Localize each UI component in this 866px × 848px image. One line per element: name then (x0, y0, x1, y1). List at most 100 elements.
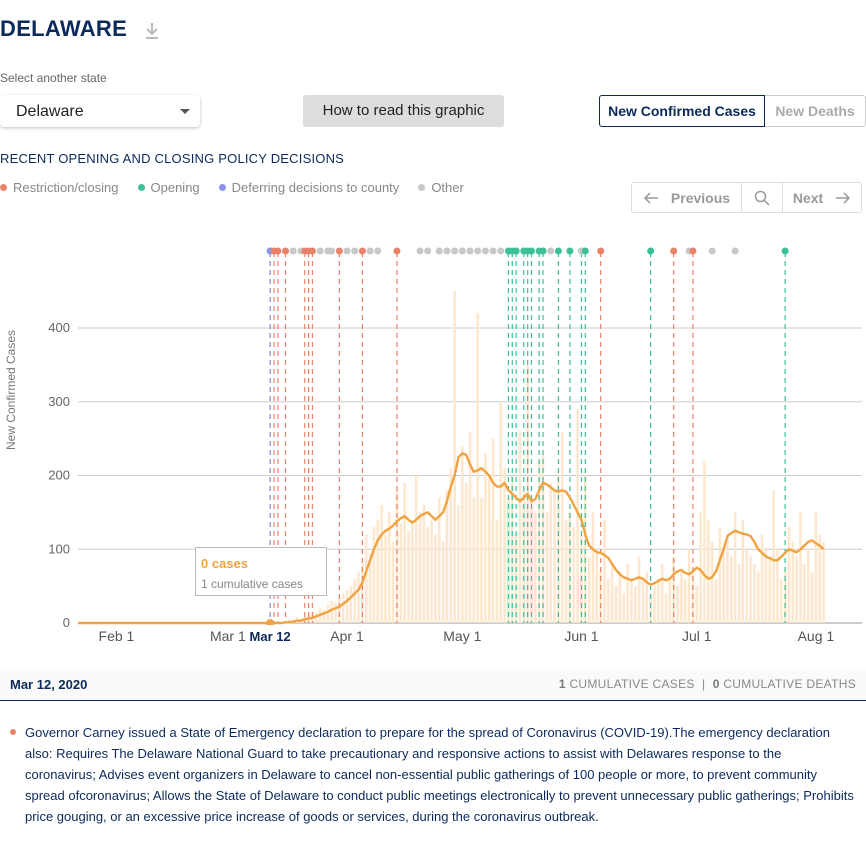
daily-bar (461, 446, 464, 623)
daily-bar (730, 556, 733, 623)
legend-label-other: Other (431, 180, 464, 195)
daily-bar (341, 593, 345, 623)
daily-bar (622, 593, 626, 623)
x-tick-label: Apr 1 (330, 628, 364, 644)
tooltip-cumulative: 1 cumulative cases (201, 577, 304, 591)
selected-date-bar: Mar 12, 2020 1 CUMULATIVE CASES | 0 CUMU… (0, 668, 866, 701)
daily-bar (434, 534, 437, 623)
daily-bar (560, 431, 564, 623)
arrow-left-icon (643, 191, 658, 204)
daily-bar (430, 519, 433, 623)
daily-bar (626, 564, 629, 623)
policy-type-dot (10, 729, 16, 735)
x-tick-label: Aug 1 (798, 628, 835, 644)
daily-bar (764, 549, 768, 623)
policy-marker (581, 247, 589, 255)
policy-marker (443, 247, 451, 255)
policy-marker (708, 247, 716, 255)
daily-bar (660, 564, 664, 623)
daily-bar (414, 475, 418, 623)
daily-bar (503, 468, 506, 623)
daily-bar (441, 541, 445, 623)
average-line (78, 452, 825, 625)
policy-marker (547, 247, 555, 255)
daily-bar (357, 571, 360, 623)
policy-marker (731, 247, 739, 255)
policy-marker (466, 247, 474, 255)
daily-bar (637, 556, 641, 623)
cumulative-cases-label: CUMULATIVE CASES (569, 677, 695, 691)
daily-bar (645, 571, 649, 623)
selected-date: Mar 12, 2020 (10, 677, 88, 692)
legend-dot-deferring (218, 184, 226, 191)
policy-marker (358, 247, 366, 255)
policy-marker (274, 247, 282, 255)
stats-separator: | (702, 677, 706, 691)
next-button[interactable]: Next (783, 183, 861, 212)
daily-bar (541, 453, 545, 623)
daily-bar (664, 593, 668, 623)
daily-bar (610, 564, 614, 623)
daily-bar (587, 556, 591, 623)
daily-bar (361, 564, 364, 623)
daily-bar (518, 431, 522, 623)
previous-button[interactable]: Previous (632, 183, 742, 212)
download-icon[interactable] (144, 22, 160, 40)
daily-bar (480, 497, 483, 623)
policy-marker (489, 247, 497, 255)
daily-bar (403, 482, 406, 623)
search-button[interactable] (742, 183, 783, 212)
policy-marker (435, 247, 443, 255)
policy-marker (539, 247, 547, 255)
policy-marker (328, 247, 336, 255)
daily-bar (803, 564, 806, 623)
daily-bar (706, 519, 710, 623)
daily-bar (576, 409, 579, 623)
daily-bar (676, 586, 679, 623)
daily-bar (453, 291, 456, 623)
policy-marker (512, 247, 520, 255)
cumulative-stats: 1 CUMULATIVE CASES | 0 CUMULATIVE DEATHS (559, 677, 856, 691)
daily-bar (445, 490, 449, 623)
y-tick-label: 0 (63, 615, 70, 630)
policy-marker (374, 247, 382, 255)
x-tick-label: Feb 1 (99, 628, 135, 644)
legend-label-restriction: Restriction/closing (13, 180, 119, 195)
daily-bar (776, 549, 779, 623)
state-select[interactable]: Delaware (0, 95, 200, 127)
daily-bar (368, 552, 372, 623)
policy-marker (597, 247, 605, 255)
policy-marker (781, 247, 789, 255)
daily-bar (522, 490, 526, 623)
legend-item-restriction: Restriction/closing (0, 180, 119, 195)
daily-bar (422, 505, 426, 623)
daily-bar (345, 589, 349, 623)
policy-marker (554, 247, 562, 255)
x-tick-label: Mar 1 (210, 628, 246, 644)
policy-marker (316, 247, 324, 255)
state-select-value: Delaware (16, 103, 84, 120)
daily-bar (468, 431, 472, 623)
daily-bar (353, 578, 357, 623)
daily-bar (760, 534, 764, 623)
new-cases-toggle[interactable]: New Confirmed Cases (599, 95, 765, 127)
state-select-label: Select another state (0, 71, 107, 85)
policy-marker (424, 247, 432, 255)
chevron-down-icon (180, 109, 190, 114)
policy-marker (289, 247, 297, 255)
daily-bar (499, 401, 503, 623)
policy-marker (670, 247, 678, 255)
how-to-read-button[interactable]: How to read this graphic (303, 95, 504, 127)
policy-pager: Previous Next (631, 182, 862, 213)
policy-marker (366, 247, 374, 255)
daily-bar (607, 578, 610, 623)
daily-bar (426, 527, 430, 623)
daily-bar (657, 578, 660, 623)
daily-bar (553, 490, 556, 623)
new-deaths-toggle[interactable]: New Deaths (765, 95, 866, 127)
legend-dot-opening (137, 184, 145, 191)
policy-marker (308, 247, 316, 255)
daily-bar (395, 490, 399, 623)
daily-bar (472, 497, 476, 623)
daily-bar (330, 600, 333, 623)
